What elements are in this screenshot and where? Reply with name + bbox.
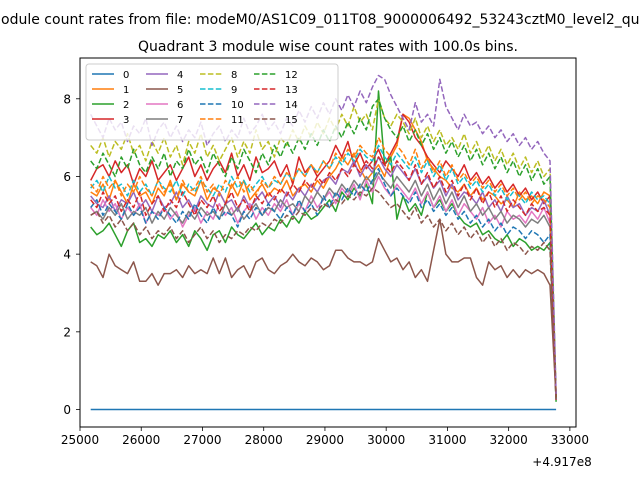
legend-label-1: 1 bbox=[123, 85, 129, 96]
legend-frame bbox=[85, 63, 339, 141]
x-tick-label: 25000 bbox=[61, 433, 99, 447]
legend-label-7: 7 bbox=[177, 115, 183, 126]
x-tick-label: 29000 bbox=[306, 433, 344, 447]
legend-label-12: 12 bbox=[285, 70, 298, 81]
y-tick-label: 4 bbox=[63, 248, 71, 262]
x-tick-label: 33000 bbox=[551, 433, 589, 447]
legend-label-6: 6 bbox=[177, 100, 183, 111]
y-axis: 0 2 4 6 8 bbox=[63, 92, 80, 417]
x-axis: 25000 26000 27000 28000 29000 30000 31000 32000… bbox=[61, 427, 589, 447]
series-line-2 bbox=[90, 90, 557, 402]
series-line-13 bbox=[90, 156, 557, 400]
x-tick-label: 28000 bbox=[245, 433, 283, 447]
legend-label-5: 5 bbox=[177, 85, 183, 96]
legend-label-8: 8 bbox=[231, 70, 237, 81]
series-layer bbox=[90, 74, 557, 411]
x-offset-label: +4.917e8 bbox=[532, 455, 591, 469]
x-tick-label: 30000 bbox=[367, 433, 405, 447]
series-line-11 bbox=[90, 136, 557, 398]
series-line-7 bbox=[90, 171, 557, 398]
axes-frame bbox=[79, 57, 577, 428]
legend-label-15: 15 bbox=[285, 115, 298, 126]
legend-label-10: 10 bbox=[231, 100, 244, 111]
legend-label-13: 13 bbox=[285, 85, 298, 96]
y-tick-label: 8 bbox=[63, 92, 71, 106]
x-tick-label: 26000 bbox=[122, 433, 160, 447]
legend-label-3: 3 bbox=[123, 115, 129, 126]
series-line-10 bbox=[90, 167, 557, 398]
series-line-5 bbox=[90, 218, 557, 398]
legend-label-4: 4 bbox=[177, 70, 183, 81]
legend-label-2: 2 bbox=[123, 100, 129, 111]
y-tick-label: 0 bbox=[63, 403, 71, 417]
legend-label-0: 0 bbox=[123, 70, 129, 81]
y-tick-label: 2 bbox=[63, 325, 71, 339]
legend-label-11: 11 bbox=[231, 115, 244, 126]
y-tick-label: 6 bbox=[63, 170, 71, 184]
figure-suptitle: Quadrant 3 module count rates from file:… bbox=[0, 12, 640, 28]
legend-label-14: 14 bbox=[285, 100, 298, 111]
x-tick-label: 27000 bbox=[183, 433, 221, 447]
legend-label-9: 9 bbox=[231, 85, 237, 96]
x-tick-label: 31000 bbox=[428, 433, 466, 447]
chart-title: Quadrant 3 module wise count rates with … bbox=[138, 39, 518, 55]
series-line-15 bbox=[90, 187, 557, 402]
x-tick-label: 32000 bbox=[490, 433, 528, 447]
